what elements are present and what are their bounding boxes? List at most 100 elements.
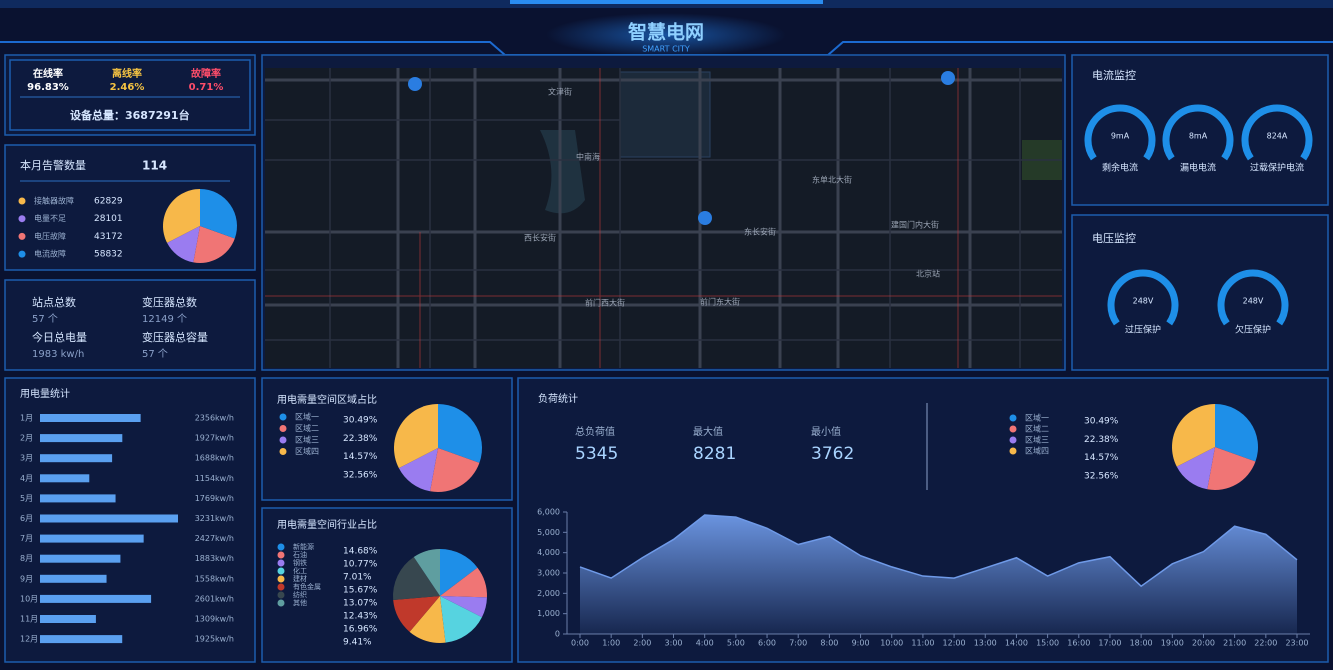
legend-dot bbox=[277, 599, 285, 607]
alarm-total: 114 bbox=[142, 159, 167, 173]
map-label: 建国门内大街 bbox=[891, 220, 939, 230]
value-label: 30.49% bbox=[1084, 417, 1119, 427]
x-tick-label: 3:00 bbox=[665, 639, 683, 648]
x-tick-label: 11:00 bbox=[911, 639, 934, 648]
legend-label: 区域三 bbox=[295, 435, 319, 445]
bar bbox=[40, 494, 116, 503]
value-label: 1154kw/h bbox=[195, 474, 234, 483]
y-tick-label: 6,000 bbox=[537, 508, 560, 517]
total-value: 3687291台 bbox=[125, 108, 190, 122]
legend-dot bbox=[1009, 414, 1017, 422]
pie-slice bbox=[193, 226, 235, 263]
value-label: 3231kw/h bbox=[195, 514, 234, 523]
y-tick-label: 11月 bbox=[20, 615, 38, 624]
load-stat-value: 8281 bbox=[693, 444, 736, 464]
legend-dot bbox=[277, 551, 285, 559]
summary-value: 57 个 bbox=[142, 348, 168, 360]
value-label: 16.96% bbox=[343, 625, 378, 635]
map-label: 东单北大街 bbox=[812, 175, 852, 185]
legend-dot bbox=[1009, 425, 1017, 433]
pie-slice bbox=[440, 567, 487, 598]
map-label: 前门东大街 bbox=[700, 297, 740, 307]
bar bbox=[40, 594, 152, 603]
value-label: 32.56% bbox=[1084, 471, 1119, 481]
bar bbox=[40, 454, 113, 463]
y-tick-label: 1,000 bbox=[537, 609, 560, 618]
value-label: 2601kw/h bbox=[195, 594, 234, 603]
map-label: 北京站 bbox=[916, 269, 940, 279]
bar bbox=[40, 434, 123, 443]
value-label: 1927kw/h bbox=[195, 434, 234, 443]
x-tick-label: 18:00 bbox=[1130, 639, 1153, 648]
x-tick-label: 14:00 bbox=[1005, 639, 1028, 648]
value-label: 2427kw/h bbox=[195, 534, 234, 543]
stat-value: 2.46% bbox=[110, 82, 145, 93]
legend-label: 有色金属 bbox=[293, 582, 321, 591]
value-label: 14.57% bbox=[343, 452, 378, 462]
load-stat-value: 5345 bbox=[575, 444, 618, 464]
x-tick-label: 17:00 bbox=[1098, 639, 1121, 648]
y-tick-label: 2,000 bbox=[537, 589, 560, 598]
legend-label: 区域四 bbox=[1025, 446, 1049, 456]
legend-dot bbox=[18, 197, 26, 205]
gauge-label: 欠压保护 bbox=[1235, 324, 1271, 336]
x-tick-label: 2:00 bbox=[633, 639, 651, 648]
stat-value: 0.71% bbox=[189, 82, 224, 93]
bar bbox=[40, 554, 121, 563]
value-label: 1769kw/h bbox=[195, 494, 234, 503]
gauge-arc bbox=[1084, 104, 1156, 161]
gauge-title: 电流监控 bbox=[1092, 68, 1136, 82]
gauge-title: 电压监控 bbox=[1092, 231, 1136, 245]
pie-slice bbox=[1207, 447, 1256, 491]
value-label: 1925kw/h bbox=[195, 635, 234, 644]
legend-label: 区域二 bbox=[295, 423, 319, 433]
y-tick-label: 2月 bbox=[20, 434, 33, 443]
x-tick-label: 23:00 bbox=[1285, 639, 1308, 648]
y-tick-label: 1月 bbox=[20, 414, 33, 423]
value-label: 14.68% bbox=[343, 547, 378, 557]
header: 智慧电网 SMART CITY bbox=[0, 0, 1333, 57]
value-label: 7.01% bbox=[343, 573, 372, 583]
pie-slice bbox=[430, 448, 480, 492]
x-tick-label: 4:00 bbox=[696, 639, 714, 648]
value-label: 1688kw/h bbox=[195, 454, 234, 463]
gauge-label: 剩余电流 bbox=[1102, 162, 1138, 174]
load-stat-label: 总负荷值 bbox=[575, 425, 615, 438]
area-line bbox=[579, 514, 1298, 588]
x-tick-label: 9:00 bbox=[852, 639, 870, 648]
bar bbox=[40, 474, 90, 483]
gauge-arc bbox=[1241, 104, 1313, 161]
value-label: 62829 bbox=[94, 197, 123, 207]
value-label: 1558kw/h bbox=[195, 574, 234, 583]
value-label: 12.43% bbox=[343, 612, 378, 622]
legend-dot bbox=[1009, 447, 1017, 455]
map bbox=[265, 68, 1062, 368]
legend-dot bbox=[277, 591, 285, 599]
x-tick-label: 0:00 bbox=[571, 639, 589, 648]
x-tick-label: 15:00 bbox=[1036, 639, 1059, 648]
y-tick-label: 5月 bbox=[20, 494, 33, 503]
y-tick-label: 0 bbox=[555, 630, 560, 639]
x-tick-label: 8:00 bbox=[820, 639, 838, 648]
load-stat-value: 3762 bbox=[811, 444, 854, 464]
y-tick-label: 5,000 bbox=[537, 528, 560, 537]
summary-label: 变压器总数 bbox=[142, 295, 197, 309]
pie-slice bbox=[440, 596, 487, 618]
legend-label: 区域二 bbox=[1025, 424, 1049, 434]
total-label: 设备总量： bbox=[70, 108, 125, 122]
value-label: 10.77% bbox=[343, 560, 378, 570]
map-label: 文津街 bbox=[548, 87, 572, 97]
pie-slice bbox=[393, 556, 440, 601]
summary-label: 今日总电量 bbox=[32, 330, 87, 344]
legend-dot bbox=[18, 215, 26, 223]
legend-label: 电量不足 bbox=[34, 213, 66, 223]
pie-slice bbox=[1172, 403, 1215, 467]
page-subtitle: SMART CITY bbox=[642, 45, 690, 54]
pie-slice bbox=[393, 404, 438, 469]
panel-title: 用电量统计 bbox=[20, 387, 70, 400]
value-label: 15.67% bbox=[343, 586, 378, 596]
y-tick-label: 4月 bbox=[20, 474, 33, 483]
legend-dot bbox=[277, 543, 285, 551]
legend-dot bbox=[18, 250, 26, 258]
area-fill bbox=[580, 515, 1297, 634]
